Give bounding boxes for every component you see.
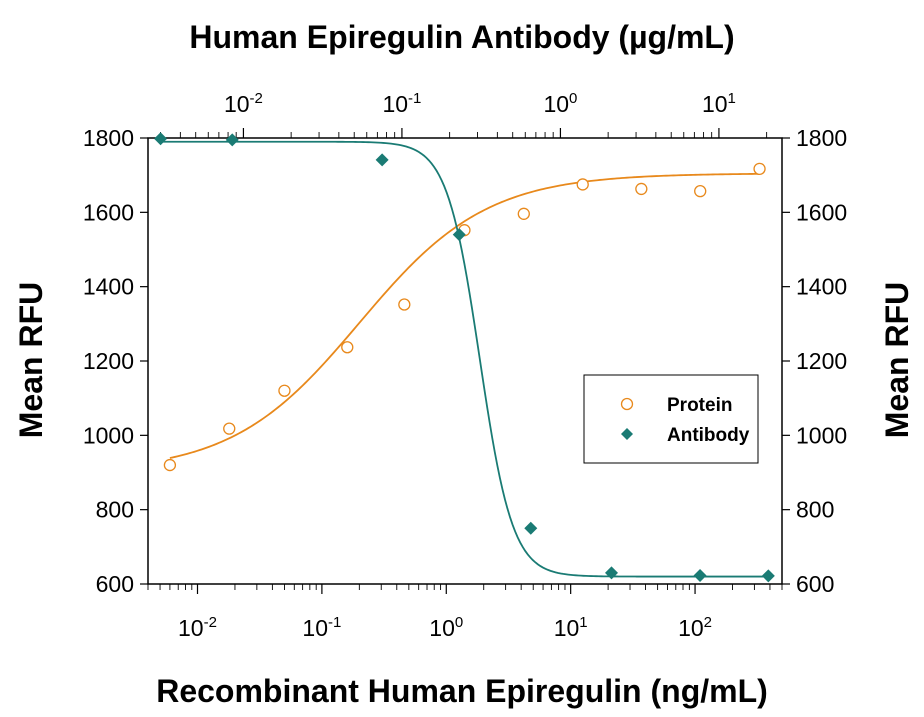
point-antibody xyxy=(154,132,168,146)
point-protein xyxy=(576,178,589,191)
y-tick-label-right: 1000 xyxy=(796,422,847,448)
x-tick-label-top: 10-1 xyxy=(382,90,421,117)
fit-curve-antibody xyxy=(160,140,769,578)
point-protein xyxy=(694,184,707,198)
x-tick-label-bottom: 100 xyxy=(429,614,463,641)
point-antibody xyxy=(452,228,466,242)
point-antibody xyxy=(604,566,618,580)
legend-protein-marker xyxy=(620,397,634,411)
y-tick-label-right: 1800 xyxy=(796,125,847,151)
x-axis-title: Recombinant Human Epiregulin (ng/mL) xyxy=(156,673,768,709)
x-tick-label-top: 101 xyxy=(702,90,736,117)
y-tick-label-left: 1000 xyxy=(83,422,134,448)
y-tick-label-left: 1400 xyxy=(83,274,134,300)
legend-protein-label: Protein xyxy=(667,395,732,416)
point-antibody xyxy=(225,133,239,147)
x-tick-label-top: 10-2 xyxy=(224,90,263,117)
point-protein xyxy=(635,182,648,196)
point-protein xyxy=(341,341,354,354)
x-tick-label-bottom: 10-1 xyxy=(302,614,341,641)
y-tick-label-left: 600 xyxy=(96,571,134,597)
x-tick-label-bottom: 10-2 xyxy=(178,614,217,641)
y-tick-label-right: 1200 xyxy=(796,348,847,374)
plot-area: 600 600 800 800 1000 1000 1200 1200 1400 1400 1600… xyxy=(83,90,847,641)
y-tick-label-left: 1800 xyxy=(83,125,134,151)
point-protein xyxy=(163,458,177,472)
y-tick-label-right: 1400 xyxy=(796,274,847,300)
point-protein xyxy=(517,207,530,220)
point-antibody xyxy=(761,569,775,583)
y-tick-label-left: 800 xyxy=(96,497,134,523)
y-axis-title-right: Mean RFU xyxy=(879,282,915,438)
legend-antibody-marker xyxy=(621,428,633,440)
y-tick-label-right: 600 xyxy=(796,571,834,597)
legend: Protein Antibody xyxy=(583,374,759,464)
x-tick-label-bottom: 101 xyxy=(554,614,588,641)
point-antibody xyxy=(693,568,707,582)
fit-curve-protein xyxy=(169,172,760,459)
point-protein xyxy=(278,384,291,397)
point-protein xyxy=(223,422,236,435)
chart-title: Human Epiregulin Antibody (µg/mL) xyxy=(189,19,734,55)
x-tick-label-top: 100 xyxy=(543,90,577,117)
legend-box xyxy=(583,374,759,464)
point-protein xyxy=(398,298,411,311)
plot-frame xyxy=(147,137,783,585)
y-axis-title-left: Mean RFU xyxy=(13,282,49,438)
y-tick-label-left: 1200 xyxy=(83,348,134,374)
point-protein xyxy=(753,162,766,175)
legend-antibody-label: Antibody xyxy=(667,425,750,446)
y-tick-label-right: 1600 xyxy=(796,199,847,225)
x-tick-label-bottom: 102 xyxy=(678,614,712,641)
point-antibody xyxy=(524,521,538,535)
point-antibody xyxy=(375,153,389,167)
y-tick-label-right: 800 xyxy=(796,497,834,523)
y-tick-label-left: 1600 xyxy=(83,199,134,225)
